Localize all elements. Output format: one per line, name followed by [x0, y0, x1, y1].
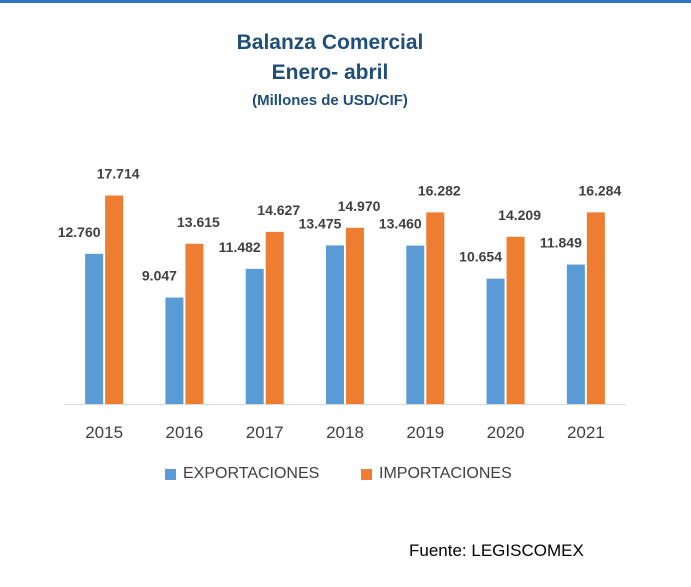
- bar-exports-2021: [566, 264, 585, 404]
- data-label-imports-2016: 13.615: [177, 214, 220, 230]
- data-label-imports-2018: 14.970: [338, 198, 381, 214]
- chart-title: Balanza Comercial: [236, 31, 424, 54]
- chart-title-block: Balanza Comercial Enero- abril (Millones…: [0, 28, 660, 112]
- bar-exports-2018: [326, 245, 344, 404]
- bar-exports-2019: [406, 245, 425, 404]
- x-tick-label-2021: 2021: [567, 423, 605, 442]
- data-label-exports-2016: 9.047: [142, 268, 177, 284]
- top-accent-rule: [0, 0, 691, 3]
- x-tick-label-2017: 2017: [246, 423, 284, 442]
- bar-imports-2015: [105, 195, 124, 404]
- x-tick-label-2015: 2015: [85, 423, 123, 442]
- bar-imports-2019: [426, 212, 445, 404]
- bar-exports-2017: [245, 268, 264, 404]
- legend-swatch-imports: [361, 468, 372, 480]
- data-label-imports-2015: 17.714: [97, 166, 140, 182]
- legend-label-imports: IMPORTACIONES: [379, 465, 512, 482]
- bar-exports-2016: [165, 297, 184, 404]
- legend-label-exports: EXPORTACIONES: [183, 465, 320, 482]
- legend-item-imports: IMPORTACIONES: [361, 465, 512, 483]
- data-label-imports-2017: 14.627: [257, 202, 300, 218]
- legend-swatch-exports: [165, 468, 176, 480]
- data-label-exports-2021: 11.849: [540, 235, 582, 251]
- x-tick-label-2018: 2018: [326, 423, 364, 442]
- data-label-imports-2021: 16.284: [578, 182, 621, 198]
- bar-imports-2017: [265, 231, 284, 404]
- bar-imports-2020: [506, 236, 525, 404]
- data-label-exports-2018: 13.475: [299, 215, 342, 231]
- bar-exports-2015: [85, 253, 104, 404]
- data-label-exports-2015: 12.760: [58, 224, 101, 240]
- data-label-exports-2020: 10.654: [459, 249, 502, 265]
- data-label-exports-2019: 13.460: [379, 216, 422, 232]
- data-label-imports-2020: 14.209: [498, 207, 541, 223]
- data-label-exports-2017: 11.482: [219, 239, 261, 255]
- legend-item-exports: EXPORTACIONES: [165, 465, 319, 483]
- bar-exports-2020: [486, 278, 505, 404]
- source-note: Fuente: LEGISCOMEX: [409, 541, 584, 560]
- bar-imports-2016: [185, 243, 204, 404]
- bar-imports-2018: [346, 227, 364, 404]
- bar-imports-2021: [586, 212, 605, 404]
- chart-title-period: Enero- abril: [271, 61, 389, 84]
- chart-legend: EXPORTACIONES IMPORTACIONES: [0, 465, 691, 489]
- x-tick-label-2019: 2019: [406, 423, 444, 442]
- x-tick-label-2016: 2016: [166, 423, 204, 442]
- x-tick-label-2020: 2020: [487, 423, 525, 442]
- data-label-imports-2019: 16.282: [418, 182, 461, 198]
- chart-subtitle: (Millones de USD/CIF): [252, 92, 408, 109]
